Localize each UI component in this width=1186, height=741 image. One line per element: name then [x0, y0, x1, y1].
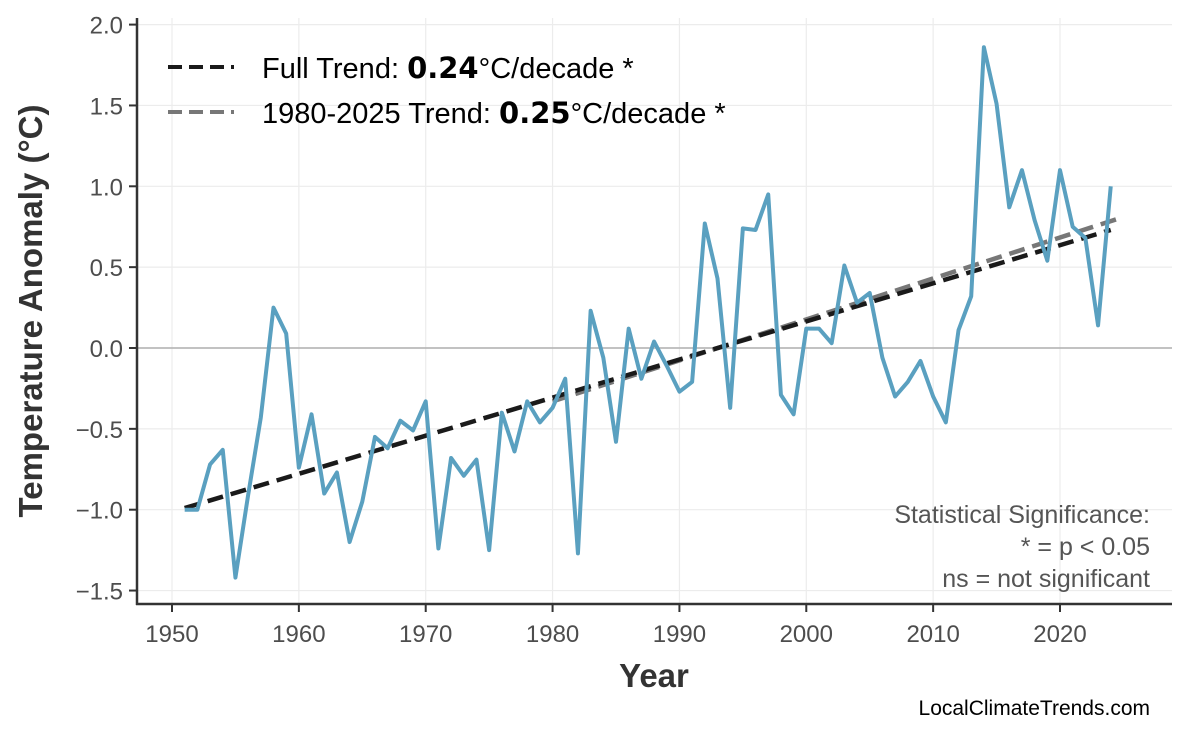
- credit: LocalClimateTrends.com: [919, 697, 1150, 720]
- y-tick-label: 0.0: [90, 336, 123, 363]
- x-tick-label: 1990: [653, 621, 706, 648]
- annotation-line: Statistical Significance:: [894, 501, 1150, 529]
- x-tick-label: 2020: [1033, 621, 1086, 648]
- x-axis-label: Year: [619, 657, 689, 694]
- legend-label-recent-trend: 1980-2025 Trend: 0.25°C/decade *: [262, 96, 726, 130]
- y-tick-label: −0.5: [76, 417, 123, 444]
- trend-lines: [185, 217, 1124, 508]
- y-tick-label: 0.5: [90, 255, 123, 282]
- y-tick-label: −1.5: [76, 579, 123, 606]
- y-tick-label: 2.0: [90, 13, 123, 40]
- y-tick-label: −1.0: [76, 498, 123, 525]
- y-tick-label: 1.5: [90, 93, 123, 120]
- x-tick-label: 1980: [526, 621, 579, 648]
- x-tick-label: 2010: [906, 621, 959, 648]
- x-tick-label: 1950: [145, 621, 198, 648]
- y-axis-label: Temperature Anomaly (°C): [12, 105, 49, 518]
- annotation-line: * = p < 0.05: [1021, 533, 1150, 561]
- annotation-line: ns = not significant: [942, 565, 1150, 593]
- x-tick-label: 1960: [272, 621, 325, 648]
- y-tick-label: 1.0: [90, 174, 123, 201]
- legend-label-full-trend: Full Trend: 0.24°C/decade *: [262, 51, 634, 85]
- legend: Full Trend: 0.24°C/decade * 1980-2025 Tr…: [168, 51, 726, 130]
- x-tick-label: 1970: [399, 621, 452, 648]
- x-tick-label: 2000: [780, 621, 833, 648]
